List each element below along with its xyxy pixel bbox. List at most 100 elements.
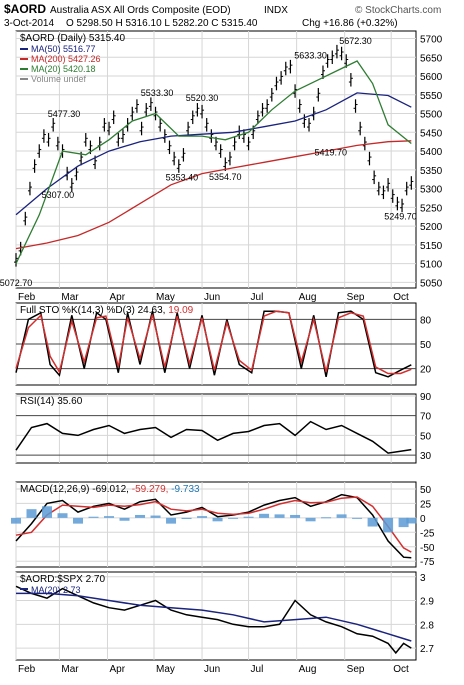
y-tick-label: 25: [420, 499, 432, 510]
price-annotation: 5520.30: [186, 93, 219, 103]
legend-entry: MA(50) 5516.77: [31, 44, 96, 54]
legend-entry: MA(20) 5420.18: [31, 64, 96, 74]
x-tick-label: Oct: [393, 292, 409, 303]
price-annotation: 5249.70: [384, 211, 417, 221]
macd-panel-title: MACD(12,26,9) -69.012, -59.279, -9.733: [20, 484, 200, 495]
macd-histogram-bar: [73, 517, 84, 524]
header-date: 3-Oct-2014: [4, 18, 54, 29]
price-annotation: 5354.70: [209, 172, 242, 182]
header-ohlc: O 5298.50 H 5316.10 L 5282.20 C 5315.40: [66, 18, 258, 29]
y-tick-label: 5200: [420, 222, 443, 233]
legend-entry: MA(200) 5427.26: [31, 54, 101, 64]
series-line-signal: [15, 496, 412, 553]
header-change: Chg +16.86 (+0.32%): [302, 18, 398, 29]
series-line-ma-20-: [16, 592, 412, 642]
y-tick-label: 5500: [420, 110, 443, 121]
macd-histogram-bar: [259, 513, 270, 518]
price-annotation: 5533.30: [141, 88, 174, 98]
price-annotation: 5672.30: [339, 36, 372, 46]
price-annotation: 5353.40: [166, 173, 199, 183]
y-tick-label: 90: [420, 392, 432, 403]
price-annotation: 5072.70: [0, 278, 32, 288]
header-name: Australia ASX All Ords Composite (EOD): [50, 5, 231, 16]
x-tick-label: Sep: [347, 292, 365, 303]
price-annotation: 5477.30: [48, 109, 81, 119]
x-tick-label: May: [156, 292, 175, 303]
x-tick-label: Jul: [251, 664, 264, 675]
header-exchange: INDX: [264, 5, 288, 16]
price-annotation: 5307.00: [42, 190, 75, 200]
legend-entry: Volume undef: [31, 74, 87, 84]
macd-histogram-bar: [11, 517, 21, 524]
rsi-panel-title: RSI(14) 35.60: [20, 396, 83, 407]
sto-panel-title: Full STO %K(14,3) %D(3) 24.63, 19.09: [20, 305, 194, 316]
y-tick-label: 5650: [420, 53, 443, 64]
x-tick-label: Apr: [109, 292, 125, 303]
y-tick-label: 2.7: [420, 644, 434, 655]
panel-frame: [15, 571, 417, 661]
y-tick-label: 2.9: [420, 597, 434, 608]
macd-histogram-bar: [119, 517, 130, 521]
macd-histogram-bar: [26, 509, 37, 518]
price-panel-title: $AORD (Daily) 5315.40: [20, 33, 125, 44]
y-tick-label: 50: [420, 340, 432, 351]
macd-histogram-bar: [383, 517, 394, 533]
macd-histogram-bar: [406, 517, 417, 524]
series-line--aord-spx: [15, 585, 412, 655]
y-tick-label: 50: [420, 485, 432, 496]
series-line-rsi-14-: [15, 420, 412, 454]
header-symbol: $AORD: [4, 2, 46, 16]
y-tick-label: -25: [420, 528, 435, 539]
y-tick-label: 70: [420, 412, 432, 423]
macd-histogram-bar: [352, 517, 363, 519]
macd-histogram-bar: [228, 517, 239, 519]
y-tick-label: 20: [420, 365, 432, 376]
price-annotation: 5633.30: [294, 51, 327, 61]
y-tick-label: 5300: [420, 185, 443, 196]
x-tick-label: Mar: [61, 664, 79, 675]
y-tick-label: 5150: [420, 241, 443, 252]
y-tick-label: 5600: [420, 72, 443, 83]
y-tick-label: -50: [420, 543, 435, 554]
y-tick-label: 3: [420, 573, 426, 584]
series-line-macd: [15, 493, 412, 559]
y-tick-label: 5400: [420, 147, 443, 158]
panel-rsi: 30 50 70 90 RSI(14) 35.60: [15, 392, 432, 464]
series-line-ma-200-: [15, 140, 412, 250]
macd-histogram-bar: [197, 516, 208, 518]
panel-macd: -75 -50 -25 0 25 50 MACD(12,26,9) -69.012, -59…: [11, 481, 435, 568]
x-tick-label: Jun: [204, 292, 220, 303]
x-tick-label: Aug: [299, 664, 317, 675]
series-line-ma-50-: [15, 92, 412, 216]
x-tick-label: May: [156, 664, 175, 675]
macd-histogram-bar: [212, 517, 223, 522]
x-tick-label: Aug: [299, 292, 317, 303]
ratio-panel-title: $AORD:$SPX 2.70: [20, 574, 105, 585]
x-tick-label: Apr: [109, 664, 125, 675]
y-tick-label: 5350: [420, 166, 443, 177]
y-tick-label: 0: [420, 514, 426, 525]
macd-histogram-bar: [274, 514, 285, 518]
y-tick-label: 5050: [420, 278, 443, 289]
macd-histogram-bar: [166, 517, 177, 524]
macd-histogram-bar: [321, 517, 332, 519]
x-tick-label: Mar: [61, 292, 79, 303]
y-tick-label: 50: [420, 431, 432, 442]
y-tick-label: 5550: [420, 91, 443, 102]
watermark: © StockCharts.com: [355, 5, 441, 16]
x-tick-label: Jul: [251, 292, 264, 303]
price-annotation: 5419.70: [314, 148, 347, 158]
y-tick-label: 30: [420, 451, 432, 462]
panel-price: 5050 5100 5150 5200 5250 5300 5350 5400 5450 5500…: [0, 30, 443, 303]
y-tick-label: 5250: [420, 203, 443, 214]
panel-stochastic: 20 50 80 Full STO %K(14,3) %D(3) 24.63, 19.…: [15, 302, 432, 386]
macd-histogram-bar: [305, 517, 316, 522]
macd-histogram-bar: [398, 517, 409, 528]
x-tick-label: Sep: [347, 664, 365, 675]
y-tick-label: 5700: [420, 35, 443, 46]
x-tick-label: Oct: [393, 664, 409, 675]
macd-histogram-bar: [104, 516, 115, 518]
x-tick-label: Feb: [18, 664, 36, 675]
